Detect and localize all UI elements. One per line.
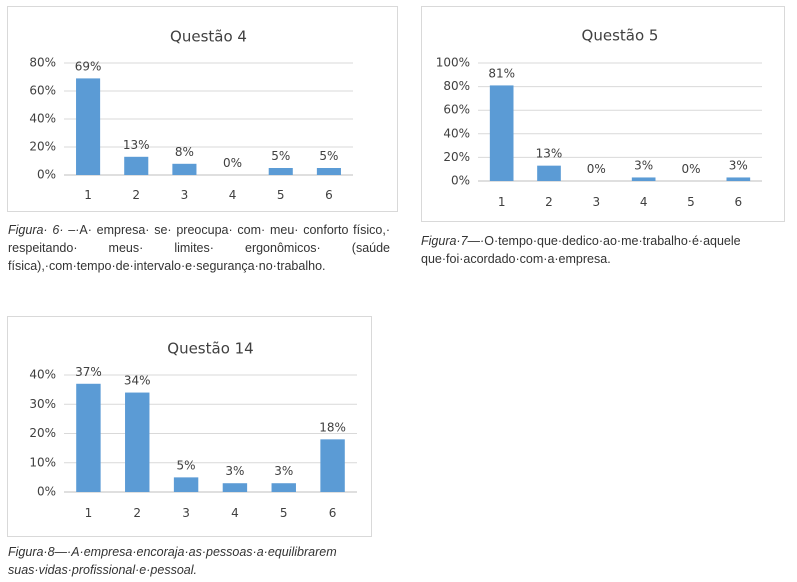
x-tick-label: 2 <box>545 195 553 209</box>
data-label: 3% <box>274 464 293 478</box>
data-label: 37% <box>75 365 102 379</box>
y-tick-label: 80% <box>29 56 56 70</box>
chart-title: Questão 4 <box>170 28 247 46</box>
chart-title: Questão 5 <box>582 27 659 45</box>
y-tick-label: 40% <box>443 126 470 140</box>
y-tick-label: 10% <box>29 455 56 469</box>
data-label: 5% <box>271 149 290 163</box>
data-label: 34% <box>124 374 151 388</box>
x-tick-label: 4 <box>231 506 239 520</box>
x-tick-label: 2 <box>132 188 140 202</box>
bar <box>316 168 341 175</box>
x-tick-label: 3 <box>182 506 190 520</box>
figure-8-caption: Figura·8—·A·empresa·encoraja·as·pessoas·… <box>8 543 378 579</box>
figure-8-text: A·empresa·encoraja·as·pessoas·a·equilibr… <box>8 545 337 577</box>
data-label: 0% <box>681 162 700 176</box>
figure-7-label: Figura·7—· <box>421 234 485 248</box>
y-tick-label: 80% <box>443 79 470 93</box>
bar <box>320 439 345 492</box>
x-tick-label: 5 <box>280 506 288 520</box>
figure-8-label: Figura·8—· <box>8 545 72 559</box>
y-tick-label: 0% <box>37 168 56 182</box>
bar <box>76 383 101 492</box>
figure-6-label: Figura· 6· –· <box>8 223 80 237</box>
bar <box>489 85 514 181</box>
data-label: 13% <box>536 147 563 161</box>
x-tick-label: 6 <box>329 506 337 520</box>
x-tick-label: 1 <box>498 195 506 209</box>
bar <box>726 177 751 181</box>
data-label: 3% <box>634 158 653 172</box>
figure-6-text: A· empresa· se· preocupa· com· meu· conf… <box>8 223 390 273</box>
chart-title: Questão 14 <box>167 340 253 358</box>
x-tick-label: 1 <box>85 506 93 520</box>
x-tick-label: 2 <box>133 506 141 520</box>
bar <box>173 477 199 492</box>
data-label: 8% <box>175 145 194 159</box>
data-label: 69% <box>75 59 102 73</box>
figure-6-caption: Figura· 6· –·A· empresa· se· preocupa· c… <box>8 221 390 275</box>
x-tick-label: 3 <box>593 195 601 209</box>
bar <box>172 163 197 175</box>
bar <box>271 483 296 492</box>
bar <box>125 392 150 492</box>
data-label: 0% <box>587 162 606 176</box>
y-tick-label: 40% <box>29 368 56 382</box>
chart-questao-14-plot: Questão 14 0% 10% 20% 30% 40% 37% 1 34% 2 5% 3 3% 4 3%… <box>29 340 357 520</box>
chart-questao-4: Questão 4 0% 20% 40% 60% 80% 69% 1 13% 2 8% 3 0% 4 5% 5… <box>7 6 398 212</box>
y-tick-label: 60% <box>29 84 56 98</box>
chart-questao-14: Questão 14 0% 10% 20% 30% 40% 37% 1 34% 2 5% 3 3% 4 3%… <box>7 316 372 537</box>
y-tick-label: 30% <box>29 397 56 411</box>
chart-questao-5-plot: Questão 50%20%40%60%80%100%81%113%20%33%… <box>436 27 762 209</box>
bar <box>124 156 149 175</box>
y-tick-label: 0% <box>451 174 470 188</box>
x-tick-label: 5 <box>687 195 695 209</box>
bar <box>222 483 248 492</box>
data-label: 13% <box>123 138 150 152</box>
x-tick-label: 4 <box>229 188 237 202</box>
bar <box>631 177 656 181</box>
bar <box>76 78 101 175</box>
chart-questao-5: Questão 5 0% 20% 40% 60% 80% 100% 81% 1 13% 2 0% 3 3%… <box>421 6 785 222</box>
y-tick-label: 20% <box>443 150 470 164</box>
x-tick-label: 6 <box>735 195 743 209</box>
x-tick-label: 5 <box>277 188 285 202</box>
x-tick-label: 1 <box>84 188 92 202</box>
data-label: 5% <box>319 149 338 163</box>
chart-questao-4-plot: Questão 4 0% 20% 40% 60% 80% 69% 1 13% 2 8% 3 0% 4 5% 5… <box>29 28 353 202</box>
y-tick-label: 100% <box>436 56 470 70</box>
data-label: 3% <box>729 158 748 172</box>
x-tick-label: 4 <box>640 195 648 209</box>
bar <box>537 165 561 181</box>
data-label: 3% <box>225 464 244 478</box>
bar <box>268 168 293 175</box>
y-tick-label: 20% <box>29 140 56 154</box>
y-tick-label: 40% <box>29 112 56 126</box>
x-tick-label: 3 <box>181 188 189 202</box>
y-tick-label: 20% <box>29 426 56 440</box>
data-label: 5% <box>177 458 196 472</box>
x-tick-label: 6 <box>325 188 333 202</box>
figure-7-text: O·tempo·que·dedico·ao·me·trabalho·é·aque… <box>421 234 741 266</box>
y-tick-label: 0% <box>37 485 56 499</box>
data-label: 0% <box>223 156 242 170</box>
figure-7-caption: Figura·7—·O·tempo·que·dedico·ao·me·traba… <box>421 232 793 268</box>
data-label: 81% <box>488 66 515 80</box>
y-tick-label: 60% <box>443 103 470 117</box>
data-label: 18% <box>319 420 346 434</box>
